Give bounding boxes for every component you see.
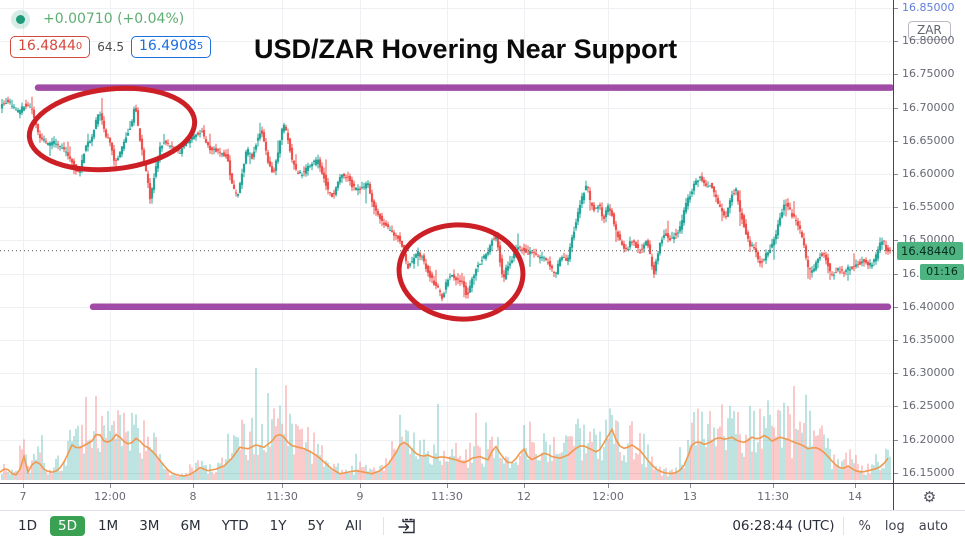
price-axis-label: 16.40000	[902, 299, 955, 313]
symbol-legend: +0.00710 (+0.04%) 16.48440 64.5 16.49085	[10, 8, 212, 58]
ask-price-last-digit: 5	[196, 41, 204, 52]
range-button-5d[interactable]: 5D	[49, 516, 85, 536]
price-tick	[894, 440, 898, 441]
price-axis-label: 16.20000	[902, 432, 955, 446]
scale-mode-log[interactable]: log	[878, 517, 912, 536]
price-axis-label: 16.55000	[902, 200, 955, 214]
chart-title: USD/ZAR Hovering Near Support	[254, 34, 678, 64]
time-axis-label: 11:30	[431, 490, 463, 503]
clock-utc[interactable]: 06:28:44 (UTC)	[732, 518, 835, 534]
range-button-all[interactable]: All	[337, 516, 370, 536]
price-axis-label: 16.75000	[902, 67, 955, 81]
time-axis-label: 12:00	[592, 490, 624, 503]
ellipse-annotation-2[interactable]	[396, 221, 526, 323]
price-chart-canvas[interactable]	[0, 0, 893, 483]
price-axis-label: 16.65000	[902, 133, 955, 147]
time-tick	[447, 484, 448, 488]
spread-value: 64.5	[97, 40, 124, 54]
price-axis-label: 16.15000	[902, 465, 955, 479]
bottom-toolbar: 1D 5D 1M 3M 6M YTD 1Y 5Y All 06:28:44 (UTC) % log…	[0, 510, 965, 541]
toolbar-divider	[842, 517, 844, 535]
price-tick	[894, 207, 898, 208]
time-axis-label: 12:00	[94, 490, 126, 503]
time-axis-label: 9	[356, 490, 364, 503]
time-tick	[855, 484, 856, 488]
price-axis-label: 16.25000	[902, 399, 955, 413]
range-button-5y[interactable]: 5Y	[299, 516, 332, 536]
range-button-6m[interactable]: 6M	[172, 516, 208, 536]
time-axis-label: 8	[189, 490, 197, 503]
price-tick	[894, 141, 898, 142]
currency-badge: ZAR	[908, 21, 951, 40]
time-axis[interactable]: 7 12:00 8 11:30 9 11:30 12 12:00 13 11:30 14	[0, 483, 965, 510]
time-tick	[23, 484, 24, 488]
price-tick	[894, 274, 898, 275]
axis-settings-corner[interactable]: ⚙	[893, 483, 965, 510]
toolbar-divider	[383, 517, 385, 535]
range-button-3m[interactable]: 3M	[131, 516, 167, 536]
price-tick	[894, 41, 898, 42]
time-tick	[282, 484, 283, 488]
ask-price: 16.4908	[139, 38, 197, 54]
go-to-date-icon[interactable]	[396, 516, 418, 536]
time-tick	[524, 484, 525, 488]
bid-price-last-digit: 0	[75, 41, 83, 52]
price-change-text: +0.00710 (+0.04%)	[43, 11, 185, 27]
scale-mode-auto[interactable]: auto	[912, 517, 955, 536]
time-tick	[773, 484, 774, 488]
price-tick	[894, 307, 898, 308]
time-tick	[193, 484, 194, 488]
time-axis-label: 12	[517, 490, 531, 503]
time-axis-label: 11:30	[266, 490, 298, 503]
time-axis-label: 13	[683, 490, 697, 503]
price-tick	[894, 8, 898, 9]
last-price-badge: 16.48440	[897, 241, 963, 260]
bid-price: 16.4844	[18, 38, 76, 54]
price-axis[interactable]: ZAR 16.85000 16.80000 16.75000 16.70000 16.6…	[893, 0, 965, 483]
market-status-dot-icon	[16, 14, 25, 24]
price-tick	[894, 340, 898, 341]
candle-countdown-badge: 01:16	[920, 263, 964, 280]
price-tick	[894, 174, 898, 175]
price-tick	[894, 108, 898, 109]
price-axis-label: 16.85000	[902, 1, 955, 14]
time-axis-label: 14	[848, 490, 862, 503]
range-button-1m[interactable]: 1M	[90, 516, 126, 536]
bid-price-box[interactable]: 16.48440	[10, 36, 91, 58]
price-tick	[894, 373, 898, 374]
time-tick	[110, 484, 111, 488]
price-axis-label: 16.30000	[902, 366, 955, 380]
gear-icon[interactable]: ⚙	[922, 487, 937, 506]
range-button-1y[interactable]: 1Y	[262, 516, 295, 536]
price-axis-label: 16.60000	[902, 167, 955, 180]
ask-price-box[interactable]: 16.49085	[131, 36, 212, 58]
time-tick	[360, 484, 361, 488]
range-button-ytd[interactable]: YTD	[214, 516, 257, 536]
scale-mode-percent[interactable]: %	[852, 517, 878, 536]
time-axis-label: 11:30	[757, 490, 789, 503]
price-tick	[894, 406, 898, 407]
ellipse-annotation-1[interactable]	[25, 81, 198, 178]
price-tick	[894, 473, 898, 474]
price-axis-label: 16.35000	[902, 333, 955, 346]
time-tick	[690, 484, 691, 488]
time-axis-label: 7	[19, 490, 27, 503]
range-button-1d[interactable]: 1D	[10, 516, 45, 536]
price-tick	[894, 74, 898, 75]
price-axis-label: 16.70000	[902, 100, 955, 114]
price-axis-label: 16.80000	[902, 34, 955, 48]
time-tick	[608, 484, 609, 488]
price-tick	[894, 240, 898, 241]
